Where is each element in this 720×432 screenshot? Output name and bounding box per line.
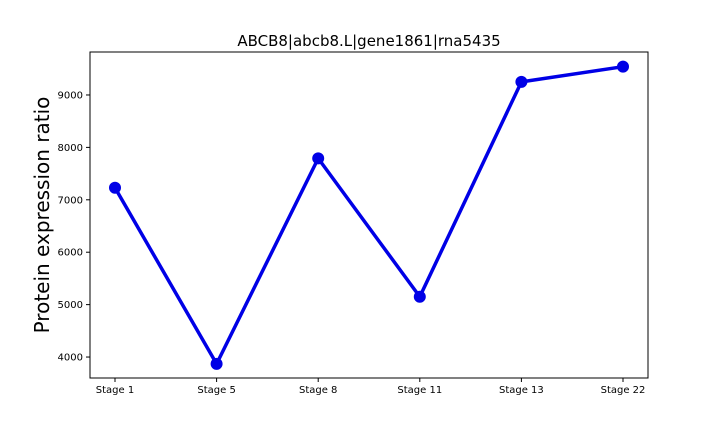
y-tick-label: 9000 xyxy=(58,90,83,101)
y-tick-label: 4000 xyxy=(58,353,83,364)
plot-frame xyxy=(89,51,649,379)
data-point xyxy=(617,60,629,73)
x-tick-label: Stage 1 xyxy=(96,385,134,396)
x-tick-label: Stage 8 xyxy=(299,385,337,396)
x-tick-label: Stage 11 xyxy=(397,385,442,396)
data-point xyxy=(413,290,426,303)
y-tick-label: 8000 xyxy=(58,143,83,154)
y-tick-label: 5000 xyxy=(58,300,83,311)
y-axis-label: Protein expression ratio xyxy=(30,97,54,334)
y-tick-label: 6000 xyxy=(58,248,83,259)
x-tick-label: Stage 22 xyxy=(601,385,646,396)
data-point xyxy=(515,75,528,88)
data-point xyxy=(312,152,325,165)
data-point xyxy=(210,357,223,370)
series-line xyxy=(113,64,625,366)
x-tick-label: Stage 13 xyxy=(499,385,544,396)
data-point xyxy=(109,181,121,194)
y-tick-label: 7000 xyxy=(58,195,83,206)
plot-area: 4000 5000 6000 7000 8000 9000 Stage 1 Stage 5 St… xyxy=(58,51,649,396)
x-tick-label: Stage 5 xyxy=(197,385,235,396)
chart-title: ABCB8|abcb8.L|gene1861|rna5435 xyxy=(237,32,500,50)
